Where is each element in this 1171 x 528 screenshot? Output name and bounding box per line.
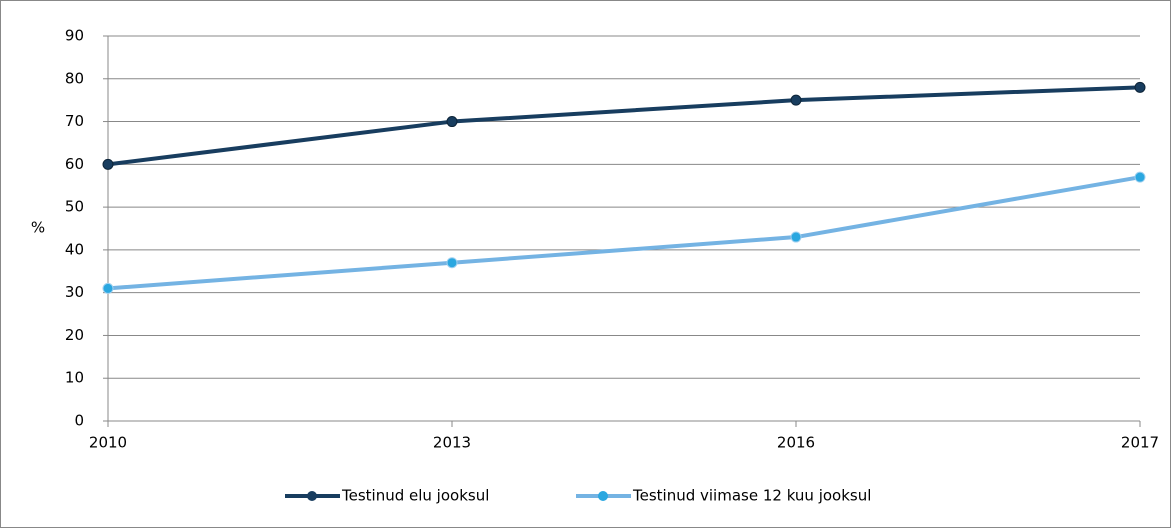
legend-marker	[598, 491, 608, 501]
legend-label: Testinud elu jooksul	[341, 487, 489, 505]
series-line	[107, 85, 1141, 167]
data-point	[1134, 81, 1146, 93]
y-tick-label: 10	[65, 369, 84, 387]
x-tick-label: 2013	[433, 434, 471, 452]
y-tick-label: 50	[65, 198, 84, 216]
legend-label: Testinud viimase 12 kuu jooksul	[632, 487, 871, 505]
y-tick-label: 90	[65, 27, 84, 45]
data-point	[1134, 171, 1146, 183]
data-point	[790, 231, 802, 243]
y-tick-label: 20	[65, 326, 84, 344]
data-point	[446, 116, 458, 128]
data-point	[790, 94, 802, 106]
y-tick-label: 70	[65, 112, 84, 130]
y-tick-label: 80	[65, 69, 84, 87]
y-axis-label: %	[31, 219, 45, 237]
y-tick-label: 40	[65, 240, 84, 258]
y-tick-label: 60	[65, 155, 84, 173]
legend-marker	[307, 491, 317, 501]
y-tick-label: 30	[65, 283, 84, 301]
x-tick-label: 2016	[777, 434, 815, 452]
data-point	[102, 282, 114, 294]
data-point	[446, 257, 458, 269]
y-tick-label: 0	[74, 412, 84, 430]
x-tick-label: 2017	[1121, 434, 1159, 452]
data-point	[102, 158, 114, 170]
series-line	[107, 175, 1141, 291]
x-tick-label: 2010	[89, 434, 127, 452]
